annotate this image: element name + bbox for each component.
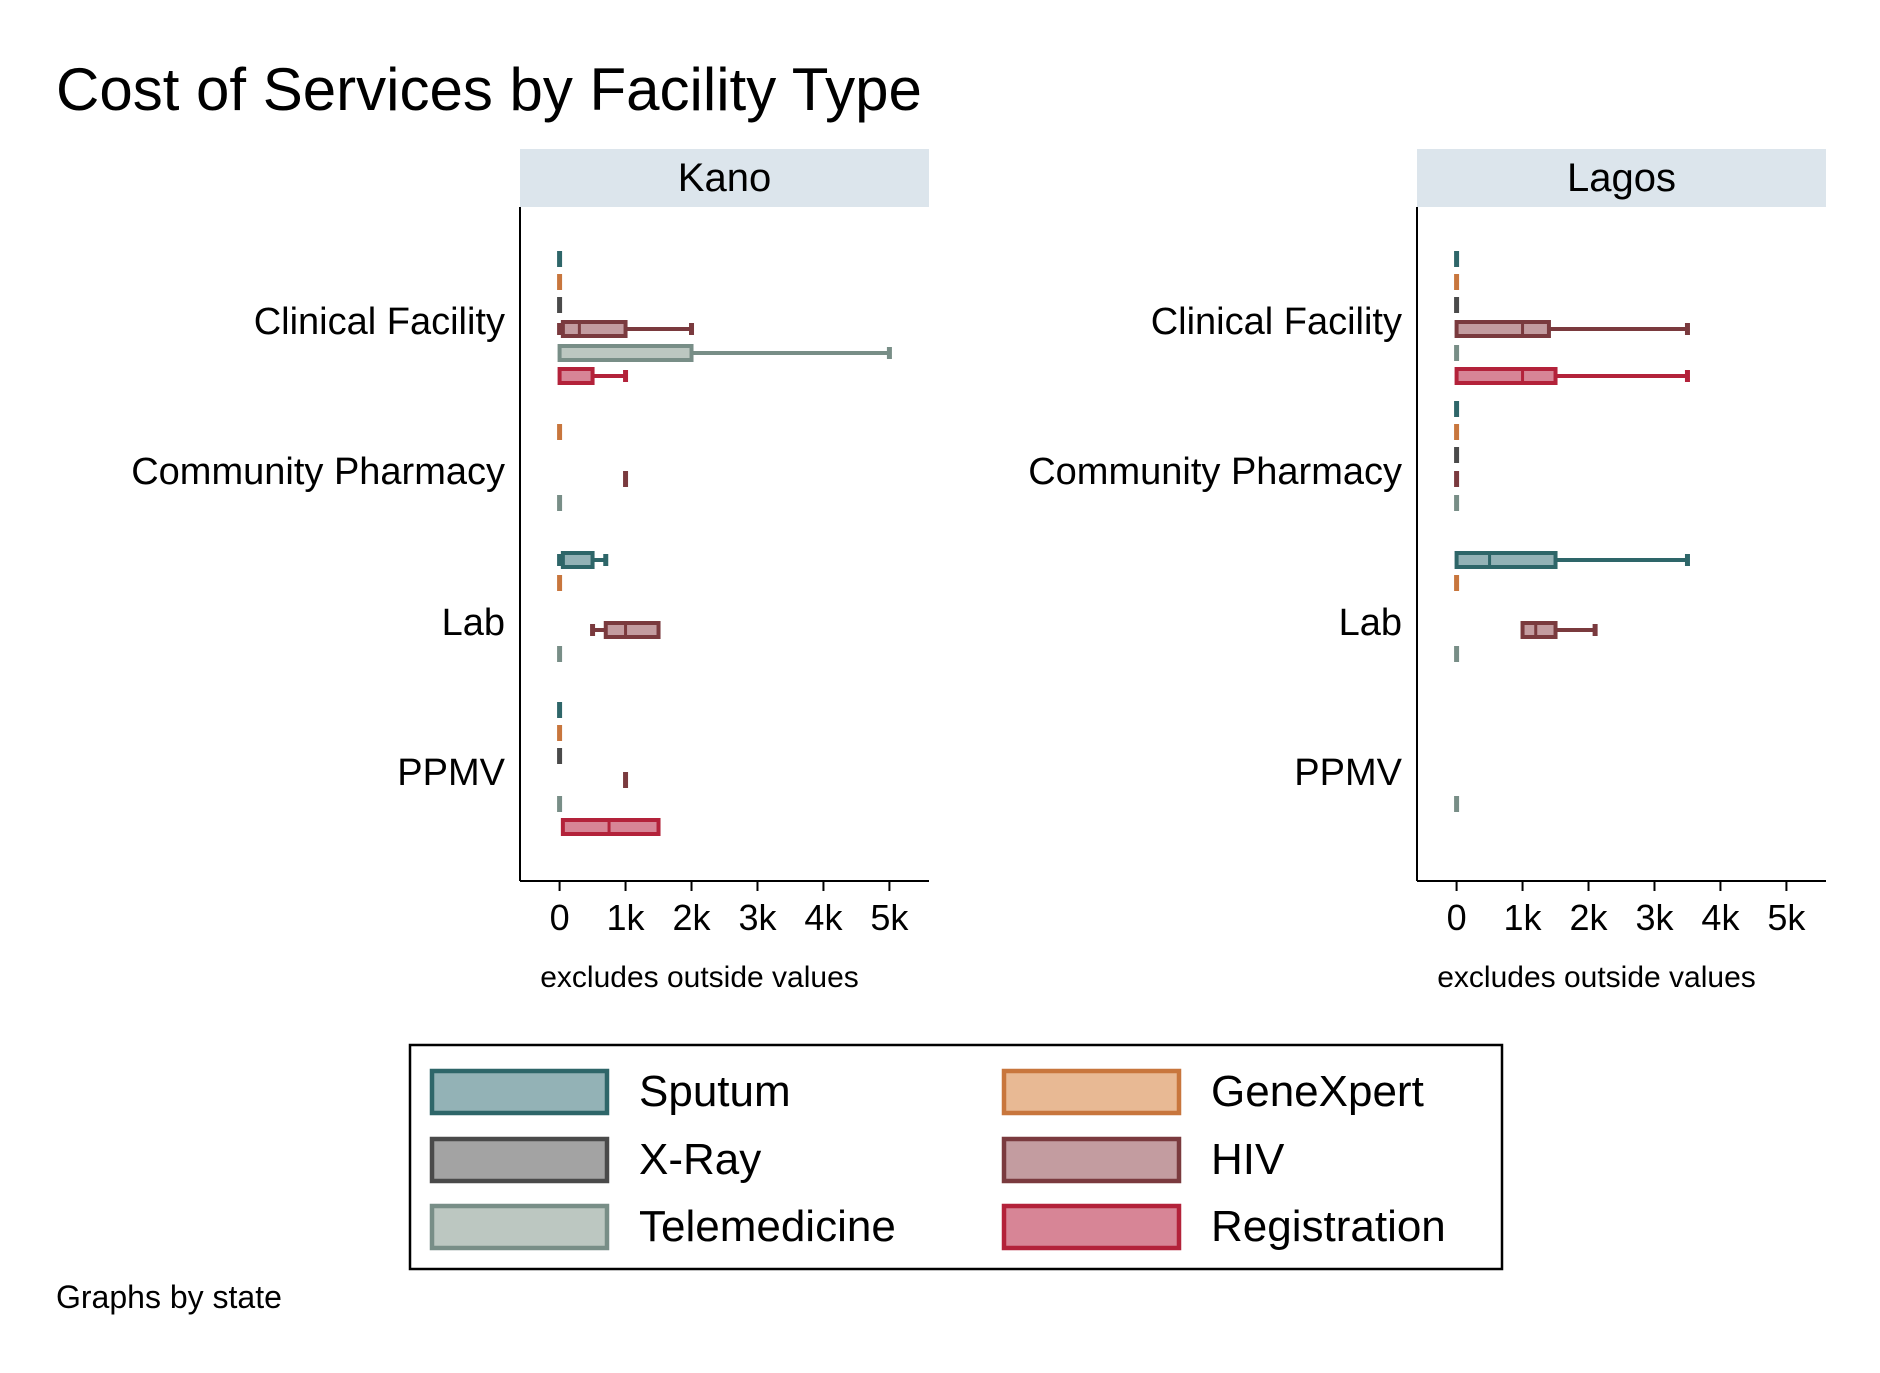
box-kano-clinical-facility-telemedicine xyxy=(557,344,892,362)
x-tick-label-kano-4: 4k xyxy=(804,897,843,938)
x-tick-label-lagos-2: 2k xyxy=(1570,897,1609,938)
iqr-box xyxy=(1520,621,1558,639)
x-tick-label-kano-2: 2k xyxy=(673,897,712,938)
x-tick-label-lagos-4: 4k xyxy=(1701,897,1740,938)
legend-label-x-ray: X-Ray xyxy=(639,1135,761,1184)
legend-swatch-x-ray xyxy=(429,1136,610,1184)
x-axis-note-kano: excludes outside values xyxy=(540,961,859,994)
legend-swatch-telemedicine xyxy=(429,1203,610,1251)
iqr-box xyxy=(557,367,595,385)
box-kano-clinical-facility-registration xyxy=(557,367,629,385)
legend-label-genexpert: GeneXpert xyxy=(1211,1067,1424,1116)
iqr-box xyxy=(560,551,595,569)
legend-swatch-hiv xyxy=(1001,1136,1182,1184)
legend-item-sputum: Sputum xyxy=(429,1067,791,1116)
box-kano-lab-hiv xyxy=(590,621,661,639)
panel-lagos: Lagos 0 1k 2k 3k 4k 5k excludes outside values C… xyxy=(1028,149,1826,994)
x-tick-label-lagos-3: 3k xyxy=(1635,897,1674,938)
group-label-kano-1: Community Pharmacy xyxy=(131,451,505,493)
panel-title-kano: Kano xyxy=(678,156,771,200)
chart-title: Cost of Services by Facility Type xyxy=(56,56,922,123)
x-tick-label-kano-1: 1k xyxy=(607,897,646,938)
group-label-kano-2: Lab xyxy=(442,602,505,644)
x-axis-note-lagos: excludes outside values xyxy=(1437,961,1756,994)
legend-label-telemedicine: Telemedicine xyxy=(639,1202,896,1251)
iqr-box xyxy=(1454,551,1558,569)
x-tick-label-lagos-1: 1k xyxy=(1504,897,1543,938)
legend-item-registration: Registration xyxy=(1001,1202,1446,1251)
box-lagos-lab-sputum xyxy=(1454,551,1690,569)
legend-swatch-sputum xyxy=(429,1068,610,1116)
panel-header-kano xyxy=(520,149,929,207)
group-label-kano-3: PPMV xyxy=(397,752,505,794)
legend-swatch-genexpert xyxy=(1001,1068,1182,1116)
x-tick-label-kano-0: 0 xyxy=(550,897,570,938)
iqr-box xyxy=(560,818,661,836)
legend-label-hiv: HIV xyxy=(1211,1135,1285,1184)
group-label-lagos-3: PPMV xyxy=(1294,752,1402,794)
legend-item-hiv: HIV xyxy=(1001,1135,1285,1184)
iqr-box xyxy=(1454,320,1551,338)
x-tick-label-kano-5: 5k xyxy=(870,897,909,938)
group-label-kano-0: Clinical Facility xyxy=(254,301,505,343)
box-lagos-clinical-facility-hiv xyxy=(1454,320,1690,338)
box-lagos-clinical-facility-registration xyxy=(1454,367,1690,385)
legend-swatch-registration xyxy=(1001,1203,1182,1251)
legend-item-genexpert: GeneXpert xyxy=(1001,1067,1424,1116)
iqr-box xyxy=(560,320,628,338)
group-label-lagos-0: Clinical Facility xyxy=(1151,301,1402,343)
graphs-by-note: Graphs by state xyxy=(56,1279,282,1315)
panels-layer: Kano 0 1k 2k 3k 4k 5k excludes outside values Cl… xyxy=(131,149,1826,994)
x-tick-label-lagos-5: 5k xyxy=(1767,897,1806,938)
legend: Sputum GeneXpert X-Ray HIV Telemedicine Regis… xyxy=(408,1043,1504,1271)
group-label-lagos-2: Lab xyxy=(1339,602,1402,644)
panel-title-lagos: Lagos xyxy=(1567,156,1676,200)
box-kano-lab-sputum xyxy=(557,551,609,569)
box-kano-clinical-facility-hiv xyxy=(557,320,695,338)
x-tick-label-lagos-0: 0 xyxy=(1447,897,1467,938)
legend-label-sputum: Sputum xyxy=(639,1067,791,1116)
box-lagos-lab-hiv xyxy=(1520,621,1598,639)
group-label-lagos-1: Community Pharmacy xyxy=(1028,451,1402,493)
legend-item-x-ray: X-Ray xyxy=(429,1135,761,1184)
panel-header-lagos xyxy=(1417,149,1826,207)
legend-label-registration: Registration xyxy=(1211,1202,1446,1251)
x-tick-label-kano-3: 3k xyxy=(738,897,777,938)
panel-kano: Kano 0 1k 2k 3k 4k 5k excludes outside values Cl… xyxy=(131,149,929,994)
iqr-box xyxy=(603,621,661,639)
legend-item-telemedicine: Telemedicine xyxy=(429,1202,896,1251)
iqr-box xyxy=(557,344,694,362)
iqr-box xyxy=(1454,367,1558,385)
box-kano-ppmv-registration xyxy=(560,818,661,836)
